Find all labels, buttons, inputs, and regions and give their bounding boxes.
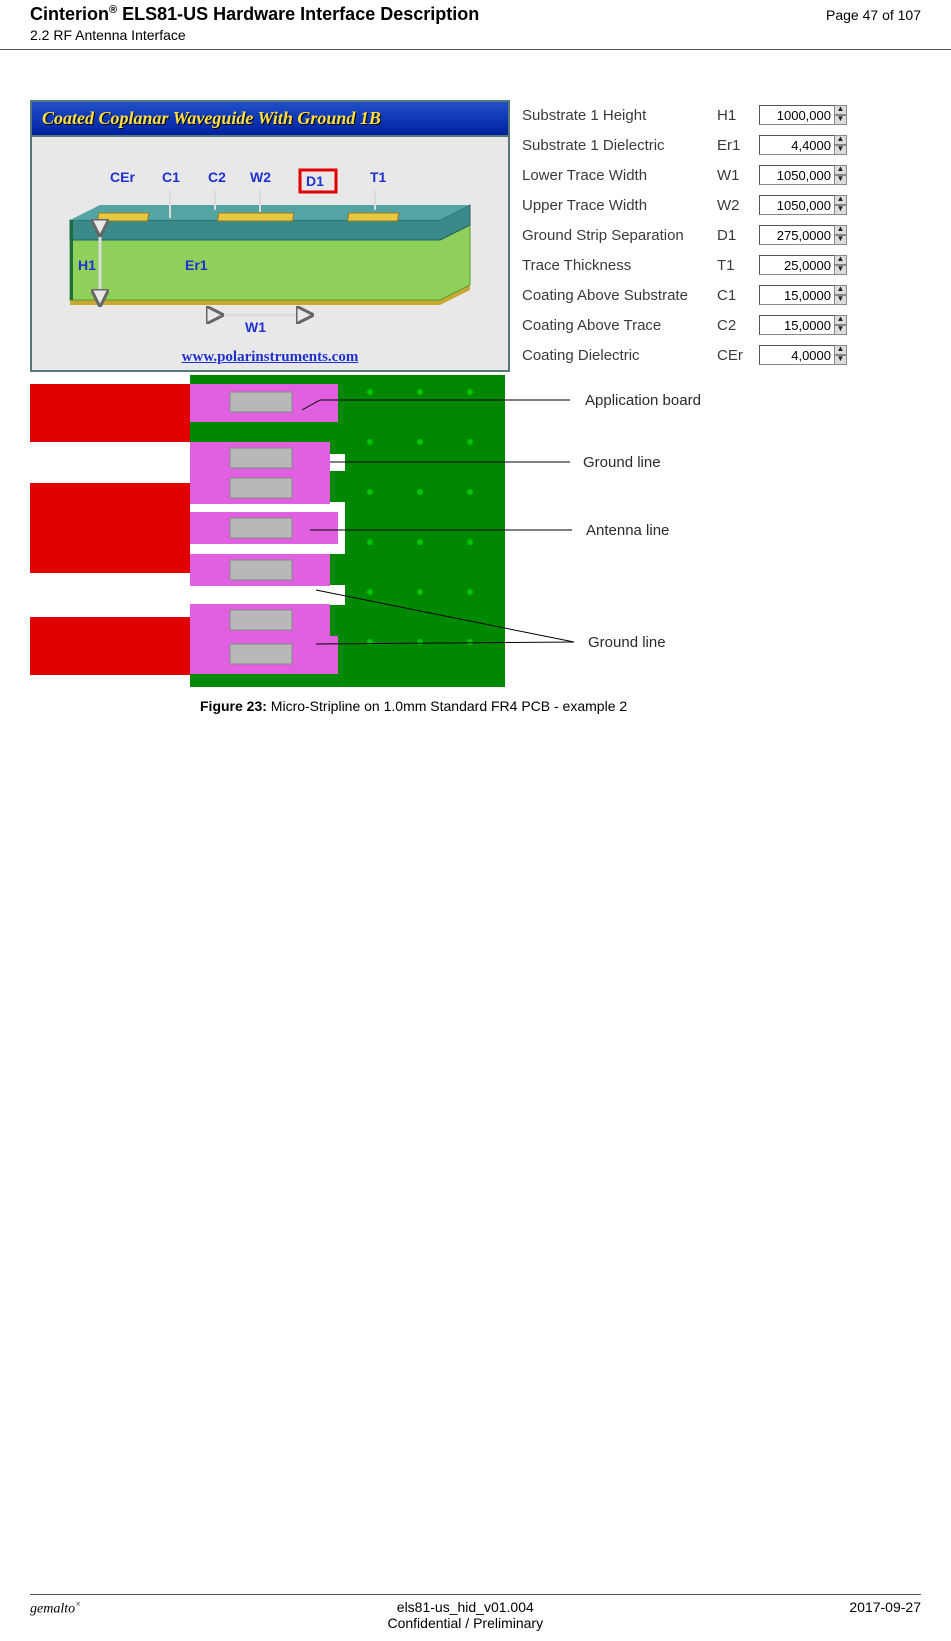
- label-d1: D1: [306, 173, 324, 189]
- param-label: Substrate 1 Dielectric: [522, 137, 717, 154]
- top-panel: Coated Coplanar Waveguide With Ground 1B: [30, 100, 921, 372]
- subsection-title: 2.2 RF Antenna Interface: [30, 27, 921, 43]
- pcb-area: Application board Ground line Antenna li…: [30, 372, 930, 692]
- param-row: Trace ThicknessT1▲▼: [522, 250, 921, 280]
- spin-down-icon[interactable]: ▼: [835, 145, 847, 155]
- callout-app-board: Application board: [585, 392, 701, 409]
- param-row: Coating DielectricCEr▲▼: [522, 340, 921, 370]
- polar-waveguide-box: Coated Coplanar Waveguide With Ground 1B: [30, 100, 510, 372]
- label-er1: Er1: [185, 257, 208, 273]
- spin-down-icon[interactable]: ▼: [835, 205, 847, 215]
- param-input[interactable]: [759, 285, 835, 305]
- callout-ground-2: Ground line: [588, 634, 666, 651]
- label-h1: H1: [78, 257, 96, 273]
- callout-antenna: Antenna line: [586, 522, 669, 539]
- param-label: Trace Thickness: [522, 257, 717, 274]
- param-input[interactable]: [759, 225, 835, 245]
- param-row: Coating Above SubstrateC1▲▼: [522, 280, 921, 310]
- spin-down-icon[interactable]: ▼: [835, 115, 847, 125]
- param-input[interactable]: [759, 345, 835, 365]
- param-row: Ground Strip SeparationD1▲▼: [522, 220, 921, 250]
- footer-file: els81-us_hid_v01.004: [81, 1599, 849, 1615]
- page-footer: gemalto× els81-us_hid_v01.004 Confidenti…: [30, 1594, 921, 1631]
- figure-caption: Figure 23: Micro-Stripline on 1.0mm Stan…: [200, 698, 921, 714]
- footer-brand: gemalto×: [30, 1599, 81, 1618]
- param-symbol: W2: [717, 197, 759, 214]
- spin-down-icon[interactable]: ▼: [835, 295, 847, 305]
- label-w2: W2: [250, 169, 271, 185]
- param-label: Ground Strip Separation: [522, 227, 717, 244]
- page-number: Page 47 of 107: [826, 7, 921, 23]
- param-row: Substrate 1 DielectricEr1▲▼: [522, 130, 921, 160]
- param-symbol: CEr: [717, 347, 759, 364]
- param-input[interactable]: [759, 195, 835, 215]
- param-label: Coating Above Trace: [522, 317, 717, 334]
- spin-down-icon[interactable]: ▼: [835, 355, 847, 365]
- param-row: Upper Trace WidthW2▲▼: [522, 190, 921, 220]
- label-c1: C1: [162, 169, 180, 185]
- param-input[interactable]: [759, 255, 835, 275]
- param-symbol: H1: [717, 107, 759, 124]
- label-c2: C2: [208, 169, 226, 185]
- param-label: Coating Above Substrate: [522, 287, 717, 304]
- spin-down-icon[interactable]: ▼: [835, 175, 847, 185]
- polar-url[interactable]: www.polarinstruments.com: [32, 349, 508, 366]
- param-label: Lower Trace Width: [522, 167, 717, 184]
- polar-title: Coated Coplanar Waveguide With Ground 1B: [32, 102, 508, 137]
- param-input[interactable]: [759, 105, 835, 125]
- spin-down-icon[interactable]: ▼: [835, 235, 847, 245]
- param-row: Lower Trace WidthW1▲▼: [522, 160, 921, 190]
- param-symbol: Er1: [717, 137, 759, 154]
- param-label: Coating Dielectric: [522, 347, 717, 364]
- param-symbol: C1: [717, 287, 759, 304]
- polar-diagram: CEr C1 C2 W2 D1 T1 H1 Er1 W1: [40, 150, 500, 362]
- param-input[interactable]: [759, 165, 835, 185]
- param-table: Substrate 1 HeightH1▲▼Substrate 1 Dielec…: [522, 100, 921, 372]
- param-label: Substrate 1 Height: [522, 107, 717, 124]
- callout-ground-1: Ground line: [583, 454, 661, 471]
- spin-down-icon[interactable]: ▼: [835, 325, 847, 335]
- label-w1: W1: [245, 319, 266, 335]
- footer-date: 2017-09-27: [849, 1599, 921, 1615]
- param-label: Upper Trace Width: [522, 197, 717, 214]
- spin-down-icon[interactable]: ▼: [835, 265, 847, 275]
- param-input[interactable]: [759, 135, 835, 155]
- param-symbol: D1: [717, 227, 759, 244]
- param-symbol: C2: [717, 317, 759, 334]
- doc-title: Cinterion® ELS81-US Hardware Interface D…: [30, 4, 479, 25]
- param-symbol: W1: [717, 167, 759, 184]
- param-symbol: T1: [717, 257, 759, 274]
- page-header: Cinterion® ELS81-US Hardware Interface D…: [0, 0, 951, 50]
- label-t1: T1: [370, 169, 387, 185]
- param-input[interactable]: [759, 315, 835, 335]
- param-row: Substrate 1 HeightH1▲▼: [522, 100, 921, 130]
- label-cer: CEr: [110, 169, 135, 185]
- footer-confidential: Confidential / Preliminary: [81, 1615, 849, 1631]
- param-row: Coating Above TraceC2▲▼: [522, 310, 921, 340]
